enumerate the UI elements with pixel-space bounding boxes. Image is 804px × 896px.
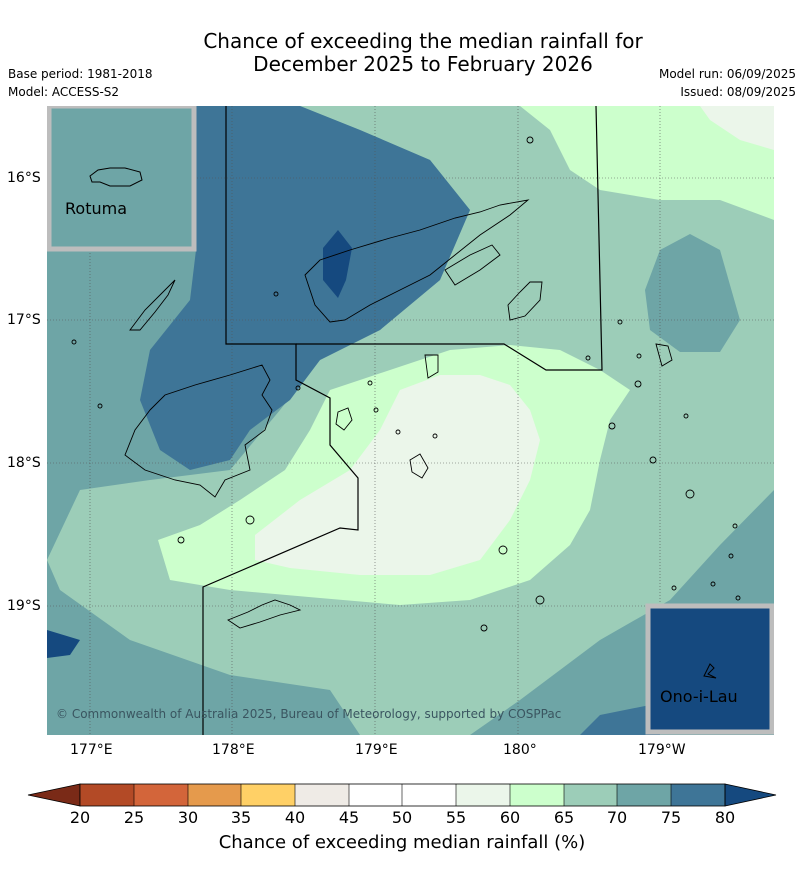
issued-date: Issued: 08/09/2025 [680, 85, 796, 99]
island-lau-north [655, 343, 673, 367]
colorbar-65-70 [564, 784, 617, 806]
islands [71, 136, 741, 632]
island-gau [409, 453, 429, 479]
colorbar-tick-80: 80 [714, 808, 736, 827]
title-line-1: Chance of exceeding the median rainfall … [203, 29, 643, 53]
lon-label-179w: 179°W [638, 742, 686, 758]
island-ono-i-lau [703, 663, 717, 679]
island-taveuni [444, 244, 501, 286]
colorbar-50-55 [402, 784, 456, 806]
island-kadavu [227, 599, 302, 629]
rainfall-map: © Commonwealth of Australia 2025, Bureau… [47, 106, 774, 735]
island-cikobia [507, 281, 543, 321]
colorbar-below-20 [27, 783, 81, 807]
colorbar-25-30 [134, 784, 188, 806]
boundary-lines [202, 106, 603, 735]
colorbar-75-80 [671, 784, 725, 806]
lon-label-178e: 178°E [212, 742, 255, 758]
lon-label-180: 180° [503, 742, 537, 758]
lon-label-177e: 177°E [70, 742, 113, 758]
colorbar-70-75 [617, 784, 671, 806]
colorbar-tick-50: 50 [391, 808, 413, 827]
contour-55-60-ne [700, 106, 774, 150]
colorbar-label: Chance of exceeding median rainfall (%) [218, 832, 586, 853]
lat-label-19s: 19°S [7, 598, 41, 614]
colorbar-20-25 [80, 784, 134, 806]
colorbar-tick-35: 35 [230, 808, 252, 827]
island-rotuma [89, 167, 143, 187]
inset-rotuma: Rotuma [47, 106, 197, 252]
colorbar-tick-20: 20 [69, 808, 91, 827]
colorbar-30-35 [188, 784, 241, 806]
colorbar-tick-25: 25 [123, 808, 145, 827]
contour-60-65 [520, 106, 774, 220]
contour-75-80-sw [580, 705, 660, 735]
contour-above-80 [323, 230, 352, 298]
lat-label-16s: 16°S [7, 170, 41, 186]
inset-rotuma-label: Rotuma [65, 199, 127, 218]
island-viti-levu [124, 364, 273, 498]
colorbar-tick-40: 40 [284, 808, 306, 827]
island-yasawa [129, 279, 176, 331]
colorbar-tick-70: 70 [606, 808, 628, 827]
colorbar-tick-55: 55 [445, 808, 467, 827]
inset-ono-i-lau-label: Ono-i-Lau [660, 687, 738, 706]
colorbar-45-50 [349, 784, 402, 806]
meta-right: Model run: 06/09/2025 Issued: 08/09/2025 [659, 65, 796, 101]
inset-ono-i-lau: Ono-i-Lau [645, 603, 774, 735]
title-line-2: December 2025 to February 2026 [253, 52, 593, 76]
contour-75-80 [140, 106, 470, 470]
base-period: Base period: 1981-2018 [8, 67, 153, 81]
colorbar-tick-65: 65 [553, 808, 575, 827]
colorbar-tick-60: 60 [499, 808, 521, 827]
colorbar-above-80 [724, 783, 777, 807]
model-name: Model: ACCESS-S2 [8, 85, 120, 99]
colorbar-tick-30: 30 [177, 808, 199, 827]
island-koro [335, 407, 353, 431]
colorbar-55-60 [456, 784, 510, 806]
colorbar-tick-45: 45 [338, 808, 360, 827]
colorbar [27, 783, 777, 807]
island-vanua-levu [304, 199, 530, 323]
colorbar-tick-75: 75 [660, 808, 682, 827]
model-run: Model run: 06/09/2025 [658, 67, 796, 81]
contour-55-60 [255, 375, 540, 575]
meta-left: Base period: 1981-2018 Model: ACCESS-S2 [8, 65, 153, 101]
island-lakeba [424, 354, 439, 379]
colorbar-35-40 [241, 784, 295, 806]
colorbar-40-45 [295, 784, 349, 806]
colorbar-60-65 [510, 784, 564, 806]
contour-70-75-east [645, 234, 740, 352]
lat-label-17s: 17°S [7, 312, 41, 328]
contour-above-80-west [47, 630, 80, 658]
lon-label-179e: 179°E [355, 742, 398, 758]
lat-label-18s: 18°S [7, 455, 41, 471]
copyright-text: © Commonwealth of Australia 2025, Bureau… [56, 707, 561, 721]
map-title: Chance of exceeding the median rainfall … [0, 30, 804, 76]
